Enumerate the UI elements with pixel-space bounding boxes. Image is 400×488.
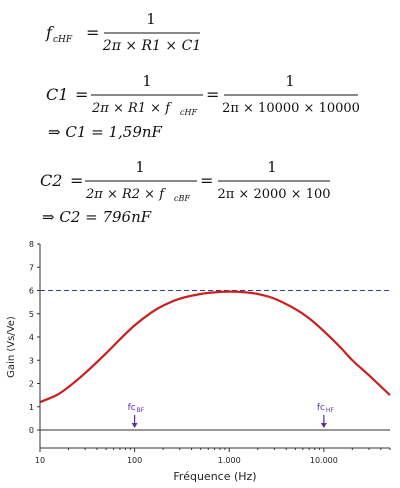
x-axis-ticks: 10 100 1.000 10.000 bbox=[35, 448, 391, 465]
x-tick-label-10: 10 bbox=[35, 456, 45, 465]
eq3-lhs: C2 bbox=[40, 171, 62, 190]
x-tick-label-1000: 1.000 bbox=[218, 456, 241, 465]
cutoff-annotation-hf: fc HF bbox=[317, 403, 335, 428]
eq1-denominator: 2π × R1 × C1 bbox=[102, 38, 201, 54]
y-tick-label-1: 1 bbox=[29, 403, 34, 412]
y-tick-label-4: 4 bbox=[29, 333, 34, 342]
equation-c2: C2 = 1 2π × R2 × f cBF = 1 2π × 2000 × 1… bbox=[40, 158, 331, 226]
eq3-equals-1: = bbox=[70, 171, 83, 190]
eq2-denominator-2: 2π × 10000 × 10000 bbox=[222, 101, 360, 116]
eq3-denominator-2: 2π × 2000 × 100 bbox=[217, 187, 330, 202]
gain-curve bbox=[39, 290, 391, 404]
y-tick-label-7: 7 bbox=[29, 263, 34, 272]
y-tick-label-5: 5 bbox=[29, 310, 34, 319]
x-tick-label-10000: 10.000 bbox=[310, 456, 338, 465]
y-axis-label: Gain (Vs/Ve) bbox=[6, 316, 17, 378]
cutoff-label-bf: fc bbox=[128, 403, 136, 413]
eq2-equals-2: = bbox=[206, 85, 219, 104]
eq2-numerator-1: 1 bbox=[142, 72, 152, 90]
equations-panel: f cHF = 1 2π × R1 × C1 C1 = 1 2π × R1 × … bbox=[40, 10, 360, 226]
eq2-numerator-2: 1 bbox=[285, 72, 295, 90]
eq2-denominator-1-sub: cHF bbox=[180, 108, 197, 117]
eq1-numerator: 1 bbox=[146, 10, 156, 28]
eq3-numerator-1: 1 bbox=[135, 158, 145, 176]
y-tick-label-2: 2 bbox=[29, 380, 34, 389]
y-tick-label-8: 8 bbox=[29, 240, 34, 249]
cutoff-annotations: fc BF fc HF bbox=[128, 403, 335, 428]
cutoff-arrow-head-bf bbox=[131, 423, 138, 428]
eq3-result: ⇒ C2 = 796nF bbox=[42, 208, 152, 226]
eq1-equals: = bbox=[86, 23, 99, 42]
eq2-lhs: C1 bbox=[46, 85, 68, 104]
eq2-equals-1: = bbox=[75, 85, 88, 104]
eq1-lhs-sub: cHF bbox=[53, 35, 73, 45]
eq3-denominator-1-sub: cBF bbox=[174, 194, 190, 203]
cutoff-label-sub-bf: BF bbox=[137, 407, 145, 414]
eq3-denominator-1: 2π × R2 × f bbox=[85, 187, 166, 202]
equation-fchf: f cHF = 1 2π × R1 × C1 bbox=[45, 10, 201, 54]
equation-c1: C1 = 1 2π × R1 × f cHF = 1 2π × 10000 × … bbox=[46, 72, 360, 141]
y-tick-label-3: 3 bbox=[29, 356, 34, 365]
eq1-lhs: f bbox=[45, 23, 55, 42]
y-tick-label-6: 6 bbox=[29, 287, 34, 296]
eq2-denominator-1: 2π × R1 × f bbox=[91, 101, 172, 116]
eq2-result: ⇒ C1 = 1,59nF bbox=[48, 123, 163, 141]
cutoff-arrow-head-hf bbox=[320, 423, 327, 428]
x-tick-label-100: 100 bbox=[127, 456, 142, 465]
cutoff-annotation-bf: fc BF bbox=[128, 403, 145, 428]
y-axis-ticks: 0 1 2 3 4 5 6 7 8 bbox=[29, 240, 40, 435]
cutoff-label-hf: fc bbox=[317, 403, 325, 413]
y-tick-label-0: 0 bbox=[29, 426, 34, 435]
eq3-numerator-2: 1 bbox=[267, 158, 277, 176]
eq3-equals-2: = bbox=[200, 171, 213, 190]
x-axis-label: Fréquence (Hz) bbox=[173, 470, 256, 483]
cutoff-label-sub-hf: HF bbox=[326, 407, 335, 414]
